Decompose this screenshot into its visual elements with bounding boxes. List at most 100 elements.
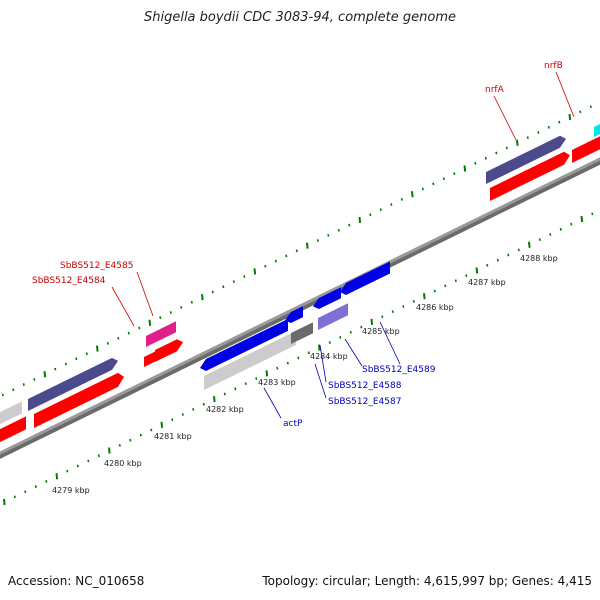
upper-tick [180,305,183,309]
upper-tick [85,352,88,356]
upper-tick [337,228,340,232]
feature-red-left[interactable] [34,372,124,428]
label-actP: actP [283,419,303,429]
lower-tick [486,263,489,267]
feature-blue-small[interactable] [285,306,303,324]
lower-tick [433,289,436,293]
upper-tick [526,136,529,139]
upper-tick [547,125,550,129]
upper-tick [148,319,152,326]
upper-tick [537,131,540,134]
leader-SbBS512_E4588 [319,344,327,383]
feature-SbBS512_E4588[interactable] [318,303,348,330]
feature-SbBS512_E4584[interactable] [155,339,183,362]
upper-tick [453,172,456,176]
feature-blue-right[interactable] [340,261,390,296]
tick-label-4282: 4282 kbp [206,405,244,414]
lower-tick [181,413,184,416]
tick-label-4288: 4288 kbp [520,254,558,263]
feature-SbBS512_E4587[interactable] [291,322,313,344]
upper-tick [495,151,498,155]
genome-backbone [0,157,600,455]
lower-tick [45,480,48,483]
upper-tick [190,300,193,304]
lower-tick [160,421,164,428]
lower-tick [13,495,16,499]
upper-tick [117,336,120,340]
leader-SbBS512_E4589 [344,338,363,367]
feature-blue-mid[interactable] [313,287,341,310]
upper-tick [474,161,477,165]
lower-tick [55,473,59,480]
upper-tick [295,249,298,253]
leader-actP [263,387,282,419]
leader-SbBS512_E4589-b [379,321,401,365]
upper-tick [96,345,99,352]
lower-tick [297,356,300,360]
feature-SbBS512_E4585[interactable] [146,321,176,347]
upper-tick [316,239,319,242]
feature-navy-left[interactable] [28,357,118,411]
upper-tick [274,259,277,263]
lower-tick [34,485,37,488]
feature-blue-long[interactable] [200,318,288,372]
lower-tick-track [3,212,594,506]
lower-tick [339,335,342,339]
lower-tick [549,233,552,236]
tick-label-4279: 4279 kbp [52,486,90,495]
lower-tick [255,377,258,380]
tick-label-4281: 4281 kbp [154,432,192,441]
feature-nrfA[interactable] [490,151,570,201]
feature-nrfA-upper[interactable] [486,135,566,184]
feature-nrfB[interactable] [572,135,600,163]
lower-tick [66,469,69,473]
lower-tick [118,444,121,447]
feature-actP[interactable] [204,330,296,390]
upper-tick [22,383,25,386]
lower-tick [129,438,132,442]
lower-tick [276,366,279,370]
leader-SbBS512_E4585 [136,271,154,317]
label-SbBS512_E4585: SbBS512_E4585 [60,261,133,271]
label-SbBS512_E4584: SbBS512_E4584 [32,276,106,286]
lower-tick [76,464,79,468]
lower-tick [223,392,226,396]
lower-tick [244,382,247,386]
label-nrfB: nrfB [544,61,563,71]
feature-grey-left[interactable] [0,401,22,429]
accession-text: Accession: NC_010658 [8,574,145,588]
lower-tick [528,241,531,248]
upper-tick [1,393,4,397]
lower-tick [496,258,499,262]
label-leader-lines [111,71,575,419]
lower-tick [391,310,394,314]
lower-tick [412,299,415,303]
upper-tick [285,254,288,258]
lower-tick [370,318,374,326]
upper-tick [505,146,508,150]
upper-tick [327,233,330,237]
feature-red-far-left[interactable] [0,416,26,447]
map-title: Shigella boydii CDC 3083-94, complete ge… [143,10,457,25]
lower-tick [171,418,174,422]
lower-tick [265,370,269,377]
tick-label-4284: 4284 kbp [310,352,348,361]
lower-tick [538,238,541,241]
upper-tick [442,177,445,181]
upper-tick [169,311,172,314]
upper-tick [568,113,572,121]
upper-tick [75,357,78,361]
upper-tick [432,182,435,186]
lower-tick [360,325,363,329]
lower-tick [559,227,562,231]
leader-nrfB [555,71,575,118]
feature-red-small[interactable] [144,351,155,367]
upper-tick-track [1,105,592,397]
upper-tick [400,197,403,201]
label-nrfA: nrfA [485,85,505,95]
tick-label-4285: 4285 kbp [362,327,400,336]
feature-cyan[interactable] [594,122,600,137]
upper-tick [138,326,141,330]
upper-tick [253,268,257,275]
